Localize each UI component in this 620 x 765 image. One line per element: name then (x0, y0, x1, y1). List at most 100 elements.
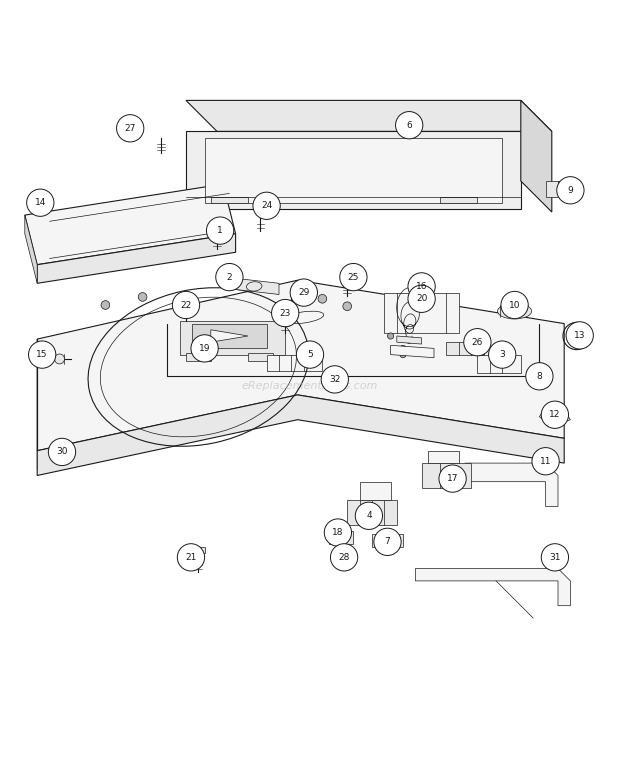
Polygon shape (372, 535, 403, 547)
Polygon shape (465, 463, 558, 506)
Text: 31: 31 (549, 553, 560, 562)
Text: 20: 20 (416, 295, 427, 303)
Circle shape (532, 448, 559, 475)
Polygon shape (422, 463, 471, 488)
Text: 5: 5 (307, 350, 313, 359)
Circle shape (567, 326, 587, 346)
Circle shape (464, 328, 491, 356)
Circle shape (541, 401, 569, 428)
Polygon shape (384, 292, 459, 333)
Polygon shape (521, 100, 552, 212)
Polygon shape (37, 280, 564, 451)
Text: eReplacementParts.com: eReplacementParts.com (242, 381, 378, 391)
Polygon shape (397, 336, 422, 344)
Circle shape (439, 465, 466, 492)
Polygon shape (37, 395, 564, 476)
Polygon shape (192, 547, 205, 553)
Polygon shape (236, 278, 279, 295)
Circle shape (400, 351, 406, 358)
Circle shape (400, 345, 406, 351)
Text: 9: 9 (567, 186, 574, 195)
Polygon shape (446, 342, 484, 355)
Text: 30: 30 (56, 448, 68, 457)
Ellipse shape (526, 368, 540, 378)
Text: 6: 6 (406, 121, 412, 130)
Text: 19: 19 (199, 344, 210, 353)
Polygon shape (248, 353, 273, 361)
Circle shape (566, 322, 593, 349)
Text: 3: 3 (499, 350, 505, 359)
Polygon shape (186, 353, 211, 361)
Circle shape (406, 337, 412, 343)
Text: 8: 8 (536, 372, 542, 381)
Circle shape (318, 295, 327, 303)
Polygon shape (211, 197, 248, 203)
Circle shape (396, 112, 423, 138)
Circle shape (29, 341, 56, 368)
Polygon shape (546, 181, 570, 197)
Circle shape (48, 438, 76, 466)
Circle shape (374, 528, 401, 555)
Polygon shape (267, 355, 322, 371)
Circle shape (216, 263, 243, 291)
Polygon shape (211, 330, 248, 342)
Text: 13: 13 (574, 331, 585, 340)
Circle shape (557, 177, 584, 204)
Polygon shape (360, 482, 391, 500)
Polygon shape (428, 451, 459, 463)
Text: 2: 2 (226, 272, 232, 282)
Text: 22: 22 (180, 301, 192, 310)
Text: 4: 4 (366, 511, 372, 520)
Text: 25: 25 (348, 272, 359, 282)
Text: 21: 21 (185, 553, 197, 562)
Text: 29: 29 (298, 288, 309, 297)
Circle shape (206, 217, 234, 244)
Text: 27: 27 (125, 124, 136, 133)
Text: 11: 11 (540, 457, 551, 466)
Circle shape (172, 291, 200, 319)
Polygon shape (186, 132, 521, 209)
Polygon shape (37, 233, 236, 283)
Text: 23: 23 (280, 308, 291, 317)
Ellipse shape (247, 282, 262, 291)
Circle shape (117, 115, 144, 142)
Text: 15: 15 (37, 350, 48, 359)
Polygon shape (391, 345, 434, 358)
Circle shape (101, 301, 110, 309)
Polygon shape (477, 355, 521, 373)
Circle shape (321, 366, 348, 393)
Text: 18: 18 (332, 528, 343, 537)
Polygon shape (205, 138, 502, 203)
Polygon shape (180, 321, 285, 355)
Polygon shape (192, 324, 267, 348)
Circle shape (177, 544, 205, 571)
Circle shape (408, 285, 435, 312)
Text: 16: 16 (416, 282, 427, 291)
Text: 24: 24 (261, 201, 272, 210)
Ellipse shape (497, 304, 531, 319)
Circle shape (253, 192, 280, 220)
Ellipse shape (529, 371, 537, 376)
Circle shape (489, 341, 516, 368)
Polygon shape (329, 532, 353, 544)
Circle shape (526, 363, 553, 390)
Circle shape (191, 335, 218, 362)
Text: 12: 12 (549, 410, 560, 419)
Circle shape (330, 544, 358, 571)
Polygon shape (25, 184, 236, 265)
Text: 32: 32 (329, 375, 340, 384)
Text: 26: 26 (472, 337, 483, 347)
Polygon shape (440, 197, 477, 203)
Text: 10: 10 (509, 301, 520, 310)
Circle shape (55, 354, 64, 364)
Circle shape (272, 299, 299, 327)
Circle shape (501, 291, 528, 319)
Polygon shape (539, 407, 570, 425)
Circle shape (324, 519, 352, 546)
Circle shape (541, 544, 569, 571)
Circle shape (340, 263, 367, 291)
Text: 1: 1 (217, 226, 223, 235)
Text: 28: 28 (339, 553, 350, 562)
Polygon shape (347, 500, 397, 525)
Polygon shape (186, 100, 552, 132)
